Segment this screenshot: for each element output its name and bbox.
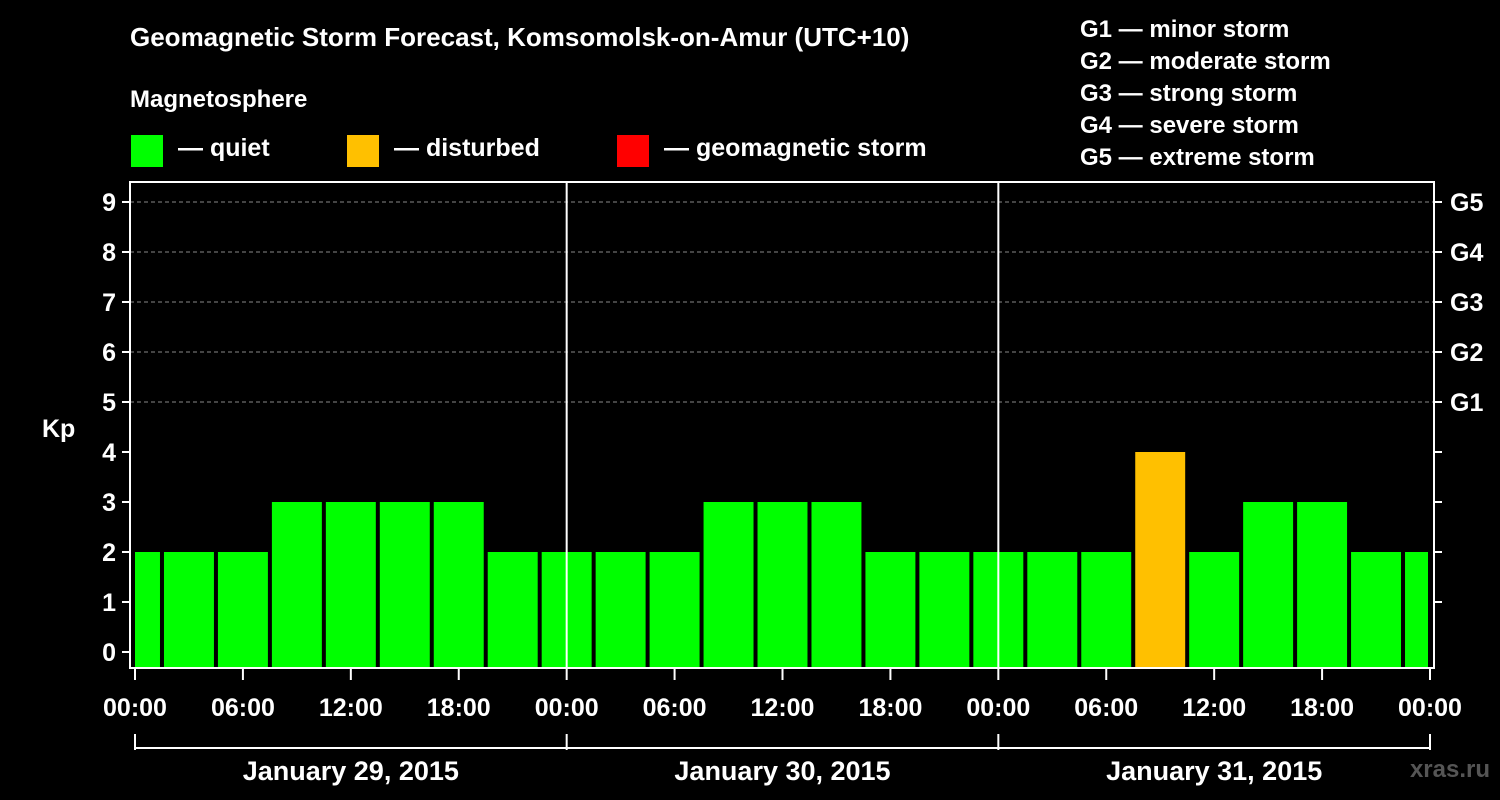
kp-bar bbox=[865, 552, 916, 668]
x-tick-label: 18:00 bbox=[1290, 694, 1354, 722]
y-tick-label: 8 bbox=[102, 239, 116, 267]
x-tick-label: 00:00 bbox=[966, 694, 1030, 722]
kp-bar bbox=[595, 552, 646, 668]
kp-bar bbox=[1297, 502, 1348, 668]
x-tick-label: 06:00 bbox=[1074, 694, 1138, 722]
g-legend-g1: G1 — minor storm bbox=[1080, 16, 1290, 43]
x-tick-label: 18:00 bbox=[858, 694, 922, 722]
kp-bar bbox=[1243, 502, 1294, 668]
legend-label-quiet: — quiet bbox=[178, 134, 270, 162]
legend-swatch-storm bbox=[617, 135, 649, 167]
kp-bar bbox=[811, 502, 862, 668]
kp-bar bbox=[919, 552, 970, 668]
magnetosphere-label: Magnetosphere bbox=[130, 86, 308, 113]
kp-bar bbox=[217, 552, 268, 668]
kp-bar bbox=[433, 502, 484, 668]
kp-bar bbox=[135, 552, 160, 668]
kp-bar bbox=[757, 502, 808, 668]
kp-bar bbox=[379, 502, 430, 668]
y-axis-label: Kp bbox=[42, 415, 75, 443]
kp-bar bbox=[649, 552, 700, 668]
legend-label-storm: — geomagnetic storm bbox=[664, 134, 927, 162]
kp-bar bbox=[163, 552, 214, 668]
y-tick-label: 7 bbox=[102, 289, 116, 317]
day-label: January 31, 2015 bbox=[1106, 756, 1322, 786]
x-tick-label: 00:00 bbox=[535, 694, 599, 722]
x-tick-label: 12:00 bbox=[319, 694, 383, 722]
g-scale-label: G5 bbox=[1450, 189, 1483, 217]
x-tick-label: 18:00 bbox=[427, 694, 491, 722]
legend-label-disturbed: — disturbed bbox=[394, 134, 540, 162]
kp-bar bbox=[703, 502, 754, 668]
legend-swatch-disturbed bbox=[347, 135, 379, 167]
y-tick-label: 4 bbox=[102, 439, 116, 467]
legend-swatch-quiet bbox=[131, 135, 163, 167]
y-tick-label: 6 bbox=[102, 339, 116, 367]
x-tick-label: 12:00 bbox=[1182, 694, 1246, 722]
y-tick-label: 1 bbox=[102, 589, 116, 617]
x-tick-label: 00:00 bbox=[1398, 694, 1462, 722]
kp-bar bbox=[271, 502, 322, 668]
g-legend-g3: G3 — strong storm bbox=[1080, 80, 1298, 107]
kp-bar bbox=[1135, 452, 1186, 668]
g-scale-label: G3 bbox=[1450, 289, 1483, 317]
x-tick-label: 12:00 bbox=[751, 694, 815, 722]
kp-bar bbox=[1405, 552, 1428, 668]
x-tick-label: 06:00 bbox=[643, 694, 707, 722]
kp-bar bbox=[487, 552, 538, 668]
y-tick-label: 2 bbox=[102, 539, 116, 567]
g-scale-label: G4 bbox=[1450, 239, 1483, 267]
kp-bar bbox=[1189, 552, 1240, 668]
kp-bar bbox=[1351, 552, 1402, 668]
kp-bar bbox=[1027, 552, 1078, 668]
g-legend-g4: G4 — severe storm bbox=[1080, 112, 1299, 139]
y-tick-label: 9 bbox=[102, 189, 116, 217]
g-legend-g2: G2 — moderate storm bbox=[1080, 48, 1331, 75]
day-label: January 29, 2015 bbox=[243, 756, 459, 786]
x-tick-label: 06:00 bbox=[211, 694, 275, 722]
kp-bar bbox=[325, 502, 376, 668]
g-scale-label: G1 bbox=[1450, 389, 1483, 417]
g-legend-g5: G5 — extreme storm bbox=[1080, 144, 1315, 171]
kp-bar bbox=[1081, 552, 1132, 668]
y-tick-label: 5 bbox=[102, 389, 116, 417]
chart-title: Geomagnetic Storm Forecast, Komsomolsk-o… bbox=[130, 22, 910, 52]
y-tick-label: 3 bbox=[102, 489, 116, 517]
g-scale-label: G2 bbox=[1450, 339, 1483, 367]
day-label: January 30, 2015 bbox=[674, 756, 890, 786]
watermark: xras.ru bbox=[1409, 756, 1490, 783]
y-tick-label: 0 bbox=[102, 639, 116, 667]
x-tick-label: 00:00 bbox=[103, 694, 167, 722]
